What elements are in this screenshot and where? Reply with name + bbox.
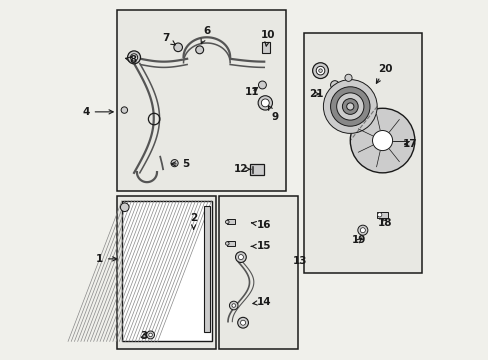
Circle shape	[120, 203, 129, 212]
Circle shape	[342, 99, 357, 114]
Circle shape	[174, 43, 182, 51]
Bar	[117, 10, 285, 191]
Circle shape	[372, 131, 392, 150]
Circle shape	[240, 320, 245, 325]
Bar	[227, 241, 235, 246]
Text: 6: 6	[201, 26, 210, 44]
Circle shape	[357, 225, 367, 235]
Circle shape	[231, 304, 235, 307]
Circle shape	[346, 103, 353, 110]
Circle shape	[130, 54, 137, 61]
Circle shape	[330, 87, 369, 126]
Bar	[117, 196, 215, 348]
Text: 3: 3	[140, 331, 147, 341]
Circle shape	[360, 228, 365, 233]
Text: 11: 11	[244, 87, 258, 97]
Bar	[376, 212, 387, 218]
Bar	[122, 201, 211, 341]
Bar	[203, 206, 210, 332]
Circle shape	[258, 96, 272, 110]
Circle shape	[330, 81, 339, 89]
Text: 2: 2	[189, 213, 197, 229]
Text: 5: 5	[171, 159, 188, 169]
Circle shape	[121, 107, 127, 113]
Text: 14: 14	[252, 297, 271, 307]
Text: 19: 19	[351, 235, 366, 245]
Text: 10: 10	[261, 30, 275, 46]
Circle shape	[349, 108, 414, 173]
Bar	[249, 164, 264, 175]
Text: 13: 13	[293, 256, 307, 266]
Circle shape	[225, 220, 228, 224]
Circle shape	[336, 93, 363, 120]
Circle shape	[316, 66, 324, 75]
Circle shape	[318, 69, 322, 72]
Circle shape	[344, 74, 351, 81]
Text: 7: 7	[162, 33, 175, 45]
Circle shape	[146, 331, 154, 339]
Text: 20: 20	[376, 64, 391, 83]
Circle shape	[377, 213, 381, 217]
Text: 18: 18	[377, 218, 391, 228]
Text: 1: 1	[96, 254, 117, 264]
Text: 12: 12	[233, 164, 250, 174]
Circle shape	[237, 318, 248, 328]
Bar	[261, 42, 269, 53]
Bar	[219, 196, 298, 348]
Circle shape	[229, 301, 238, 310]
Circle shape	[171, 159, 178, 167]
Text: 8: 8	[125, 55, 136, 65]
Text: 15: 15	[251, 241, 271, 251]
Text: 4: 4	[82, 107, 113, 117]
Circle shape	[148, 333, 152, 337]
Bar	[303, 33, 421, 273]
Circle shape	[235, 252, 246, 262]
Text: 16: 16	[251, 220, 271, 230]
Circle shape	[312, 63, 328, 78]
Circle shape	[238, 255, 243, 260]
Circle shape	[127, 51, 140, 64]
Text: 17: 17	[403, 139, 417, 149]
Bar	[227, 220, 235, 225]
Circle shape	[258, 81, 266, 89]
Circle shape	[195, 46, 203, 54]
Circle shape	[261, 99, 269, 107]
Text: 21: 21	[308, 89, 323, 99]
Circle shape	[323, 80, 376, 134]
Text: 9: 9	[268, 106, 278, 122]
Circle shape	[225, 242, 228, 245]
